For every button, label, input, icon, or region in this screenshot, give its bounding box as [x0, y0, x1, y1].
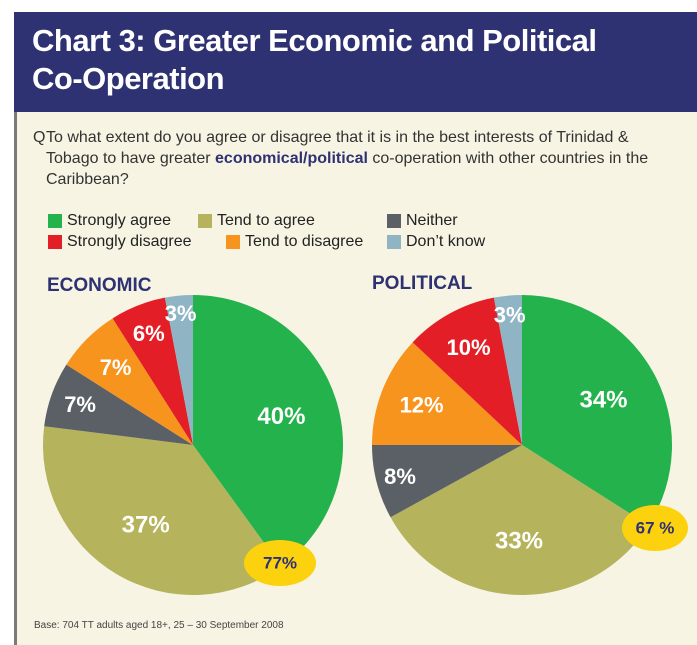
question-text: To what extent do you agree or disagree …: [46, 129, 649, 188]
legend-item-dont-know: Don’t know: [387, 233, 485, 251]
total-agree-badge: [244, 540, 316, 586]
pie-slice-neither: [44, 364, 194, 445]
legend-swatch: [226, 235, 240, 249]
legend-swatch: [387, 235, 401, 249]
economic-chart-title: ECONOMIC: [47, 275, 152, 296]
slice-data-label: 7%: [100, 355, 132, 380]
legend-item-strongly-agree: Strongly agree: [48, 212, 171, 230]
pie-slice-don-t-know: [164, 295, 193, 445]
slice-data-label: 12%: [400, 393, 444, 418]
pie-slice-don-t-know: [493, 295, 522, 445]
slice-data-label: 37%: [122, 512, 170, 539]
slice-data-label: 3%: [165, 301, 197, 326]
chart-title: Chart 3: Greater Economic and Political …: [32, 23, 597, 96]
slice-data-label: 6%: [133, 321, 165, 346]
slice-data-label: 40%: [257, 403, 305, 430]
pie-slice-tend-to-disagree: [372, 342, 522, 445]
slice-data-label: 10%: [446, 335, 490, 360]
slice-data-label: 33%: [495, 528, 543, 555]
base-note: Base: 704 TT adults aged 18+, 25 – 30 Se…: [34, 620, 284, 631]
slice-data-label: 8%: [384, 464, 416, 489]
pie-slice-strongly-agree: [193, 295, 343, 567]
total-agree-label: 77%: [263, 554, 297, 573]
legend-swatch: [48, 235, 62, 249]
legend-item-tend-to-disagree: Tend to disagree: [226, 233, 363, 251]
legend-swatch: [48, 214, 62, 228]
pie-slice-tend-to-disagree: [66, 318, 193, 445]
survey-question: Q To what extent do you agree or disagre…: [33, 127, 673, 190]
slice-data-label: 34%: [579, 387, 627, 414]
legend-item-tend-to-agree: Tend to agree: [198, 212, 315, 230]
question-marker: Q: [33, 129, 46, 146]
pie-slice-tend-to-agree: [42, 426, 282, 596]
legend-item-strongly-disagree: Strongly disagree: [48, 233, 192, 251]
legend-item-neither: Neither: [387, 212, 458, 230]
economic-pie: 40%37%7%7%6%3%77%: [42, 295, 343, 596]
pie-slice-tend-to-agree: [390, 445, 649, 596]
legend-swatch: [387, 214, 401, 228]
slice-data-label: 7%: [64, 392, 96, 417]
total-agree-badge: [622, 505, 688, 551]
question-emphasis: economical/political: [215, 150, 368, 167]
total-agree-label: 67 %: [636, 519, 675, 538]
slice-data-label: 3%: [494, 303, 526, 328]
pie-slice-strongly-agree: [522, 295, 672, 526]
pie-slice-strongly-disagree: [412, 297, 522, 445]
title-banner: [14, 12, 697, 112]
legend-swatch: [198, 214, 212, 228]
political-chart-title: POLITICAL: [372, 273, 473, 294]
pie-slice-strongly-disagree: [112, 297, 193, 445]
pie-slice-neither: [372, 445, 522, 518]
political-pie: 34% 33% 8% 12% 10%3% 67 %: [372, 295, 688, 596]
